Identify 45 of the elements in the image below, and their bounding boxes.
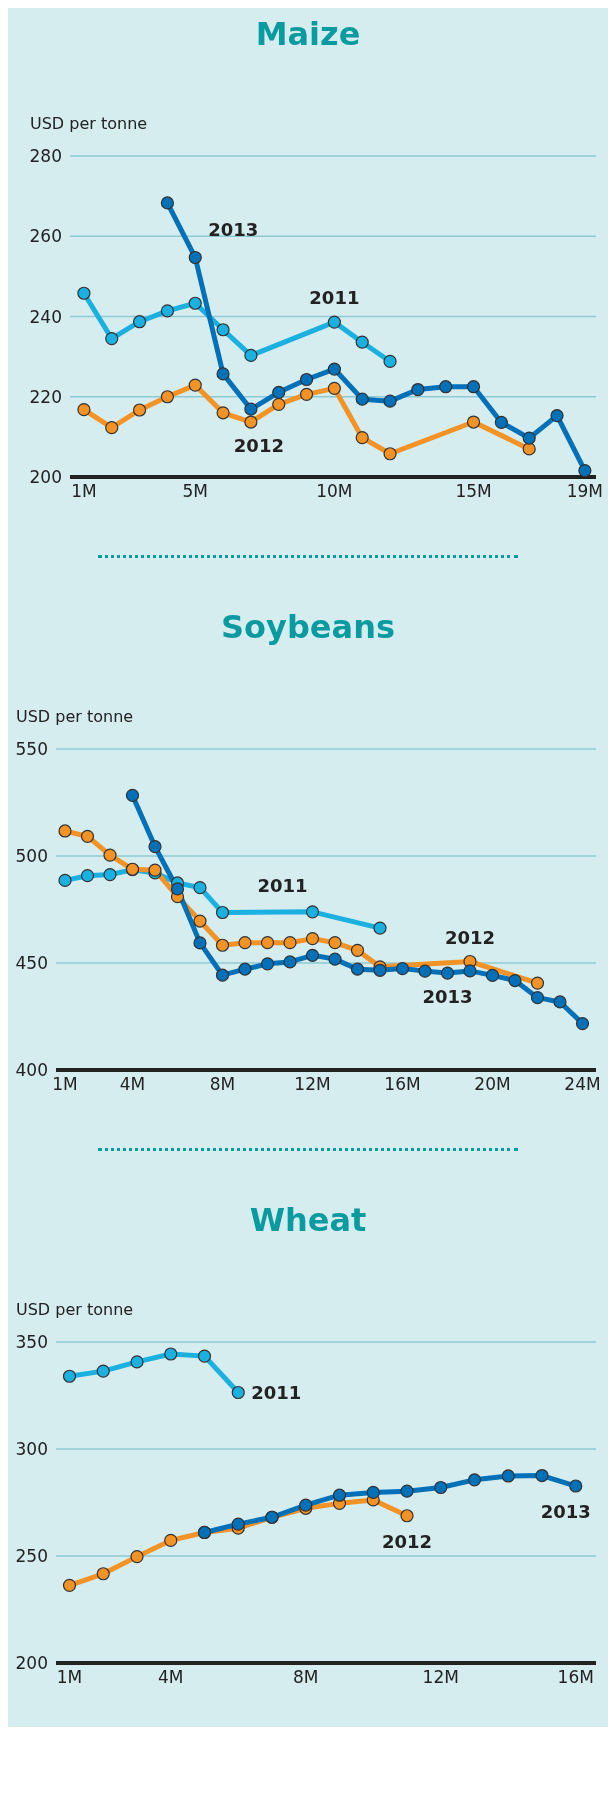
x-tick-label: 15M	[455, 481, 492, 502]
x-tick-label: 12M	[294, 1074, 331, 1095]
y-tick-label: 220	[29, 386, 62, 407]
x-tick-label: 8M	[293, 1667, 319, 1688]
series-label: 2013	[208, 218, 259, 240]
x-tick-label: 10M	[316, 481, 353, 502]
series-label: 2012	[233, 435, 284, 457]
series-label: 2011	[257, 875, 308, 897]
chart-title: Wheat	[248, 1200, 368, 1241]
y-tick-label: 300	[15, 1439, 48, 1460]
x-tick-label: 16M	[557, 1667, 594, 1688]
x-tick-label: 1M	[71, 481, 97, 502]
x-tick-label: 8M	[209, 1074, 236, 1095]
x-tick-label: 20M	[474, 1074, 511, 1095]
y-tick-label: 260	[29, 226, 62, 247]
chart-title: Soybeans	[220, 607, 396, 648]
x-tick-label: 16M	[384, 1074, 421, 1095]
x-tick-label: 24M	[564, 1074, 601, 1095]
y-axis-title: USD per tonne	[15, 1300, 135, 1321]
y-tick-label: 550	[15, 739, 48, 760]
y-axis-title: USD per tonne	[15, 707, 135, 728]
y-tick-label: 500	[15, 846, 48, 867]
y-tick-label: 280	[29, 146, 62, 167]
x-tick-label: 1M	[52, 1074, 78, 1095]
series-label: 2012	[381, 1530, 433, 1552]
chart-title: Maize	[254, 14, 362, 55]
y-tick-label: 450	[15, 953, 48, 974]
series-label: 2012	[444, 926, 496, 948]
series-label: 2011	[309, 287, 360, 309]
series-label: 2011	[251, 1381, 302, 1403]
series-label: 2013	[540, 1501, 591, 1523]
y-axis-title: USD per tonne	[29, 114, 149, 135]
y-tick-label: 240	[29, 306, 62, 327]
x-tick-label: 4M	[119, 1074, 146, 1095]
x-tick-label: 5M	[182, 481, 208, 502]
y-tick-label: 350	[15, 1332, 48, 1353]
y-tick-label: 400	[15, 1060, 48, 1081]
x-tick-label: 19M	[566, 481, 604, 502]
series-label: 2013	[422, 986, 473, 1008]
y-tick-label: 200	[29, 467, 62, 488]
x-tick-label: 12M	[422, 1667, 459, 1688]
x-tick-label: 4M	[158, 1667, 184, 1688]
y-tick-label: 200	[15, 1653, 48, 1674]
y-tick-label: 250	[15, 1546, 48, 1567]
x-tick-label: 1M	[56, 1667, 83, 1688]
